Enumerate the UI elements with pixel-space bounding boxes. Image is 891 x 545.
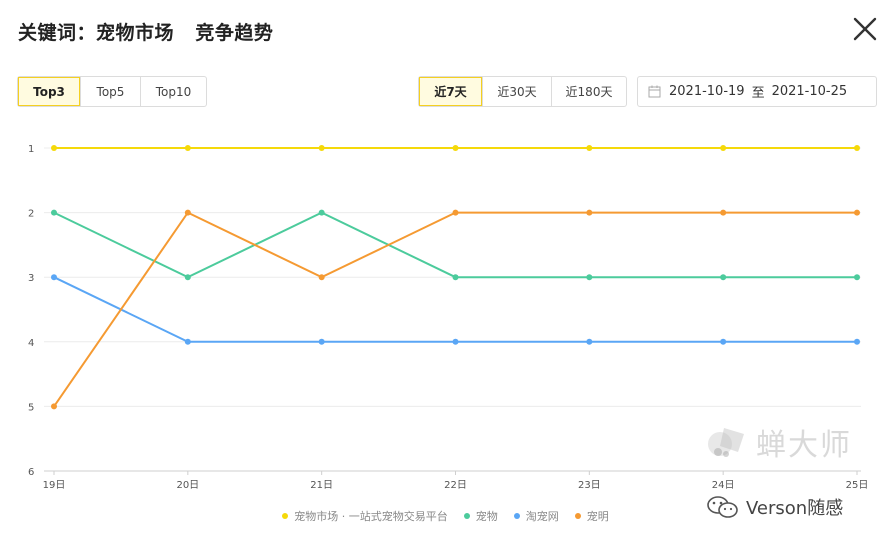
series-point-0: [318, 145, 325, 151]
series-point-1: [586, 274, 593, 281]
top5-button[interactable]: Top5: [80, 77, 140, 106]
page-title: 关键词：宠物市场 竞争趋势: [18, 22, 274, 44]
series-point-2: [854, 338, 860, 345]
top3-button[interactable]: Top3: [18, 77, 80, 106]
watermark: 蝉大师: [706, 420, 852, 464]
x-tick-label: 19日: [43, 480, 66, 491]
wechat-icon: [707, 496, 738, 518]
y-tick-label: 3: [28, 273, 34, 284]
series-point-3: [452, 209, 459, 216]
series-point-3: [184, 209, 191, 216]
series-point-1: [854, 274, 860, 281]
series-point-2: [51, 274, 57, 281]
chan-dashi-logo-icon: [708, 428, 744, 457]
start-date: 2021-10-19: [669, 84, 745, 99]
series-point-1: [452, 274, 459, 281]
legend-label: 宠物: [475, 510, 498, 523]
top10-button[interactable]: Top10: [140, 77, 206, 106]
series-line-3: [53, 211, 857, 407]
series-point-1: [51, 209, 57, 216]
calendar-icon: [648, 85, 661, 98]
legend-item[interactable]: 宠明: [574, 508, 609, 524]
series-point-3: [586, 209, 593, 216]
series-point-0: [452, 145, 459, 151]
series-point-3: [720, 209, 727, 216]
legend-marker: [513, 513, 520, 519]
watermark-text: 蝉大师: [756, 428, 852, 463]
legend-marker: [282, 513, 289, 519]
legend-marker: [463, 513, 470, 519]
top-n-filter: Top3 Top5 Top10: [17, 76, 207, 107]
series-point-1: [720, 274, 727, 281]
chart-legend: 宠物市场 · 一站式宠物交易平台 宠物 淘宠网 宠明: [0, 508, 891, 524]
date-separator: 至: [751, 86, 765, 101]
x-tick-label: 24日: [712, 480, 735, 491]
series-point-2: [318, 338, 325, 345]
x-tick-label: 23日: [578, 480, 601, 491]
series-point-0: [854, 145, 860, 151]
legend-item[interactable]: 宠物市场 · 一站式宠物交易平台: [282, 508, 448, 524]
range-7d-button[interactable]: 近7天: [419, 77, 482, 106]
series-point-0: [586, 145, 593, 151]
rank-trend-chart: 1 2 3 4 5 6 19日 20日 21日 22日 23日 24日 25日: [28, 144, 869, 491]
time-range-filter: 近7天 近30天 近180天: [418, 76, 627, 107]
wechat-credit-text: Verson随感: [746, 498, 844, 519]
x-tick-label: 20日: [176, 480, 199, 491]
series-point-2: [184, 338, 191, 345]
series-point-2: [720, 338, 727, 345]
wechat-credit: Verson随感: [706, 494, 843, 520]
legend-label: 淘宠网: [525, 510, 559, 523]
series-point-0: [720, 145, 727, 151]
y-tick-label: 6: [28, 467, 34, 478]
x-tick-label: 22日: [444, 480, 467, 491]
series-point-1: [184, 274, 191, 281]
legend-label: 宠物市场 · 一站式宠物交易平台: [294, 510, 448, 523]
series-point-2: [586, 338, 593, 345]
legend-item[interactable]: 宠物: [463, 508, 498, 524]
range-30d-button[interactable]: 近30天: [482, 77, 551, 106]
legend-label: 宠明: [586, 510, 609, 523]
series-line-2: [53, 276, 857, 343]
x-tick-label: 25日: [846, 480, 869, 491]
close-icon[interactable]: [852, 16, 878, 42]
series-point-2: [452, 338, 459, 345]
y-tick-label: 4: [28, 338, 34, 349]
y-tick-label: 1: [28, 144, 34, 155]
x-tick-label: 21日: [310, 480, 333, 491]
series-point-3: [318, 274, 325, 281]
series-line-1: [53, 211, 857, 279]
series-point-3: [854, 209, 860, 216]
legend-item[interactable]: 淘宠网: [513, 508, 559, 524]
range-180d-button[interactable]: 近180天: [551, 77, 626, 106]
legend-marker: [574, 513, 581, 519]
series-point-1: [318, 209, 325, 216]
series-point-3: [51, 403, 57, 410]
series-point-0: [51, 145, 57, 151]
date-range-picker[interactable]: 2021-10-19 至 2021-10-25: [637, 76, 877, 107]
y-tick-label: 2: [28, 209, 34, 220]
series-point-0: [184, 145, 191, 151]
end-date: 2021-10-25: [771, 84, 848, 99]
y-tick-label: 5: [28, 402, 34, 413]
